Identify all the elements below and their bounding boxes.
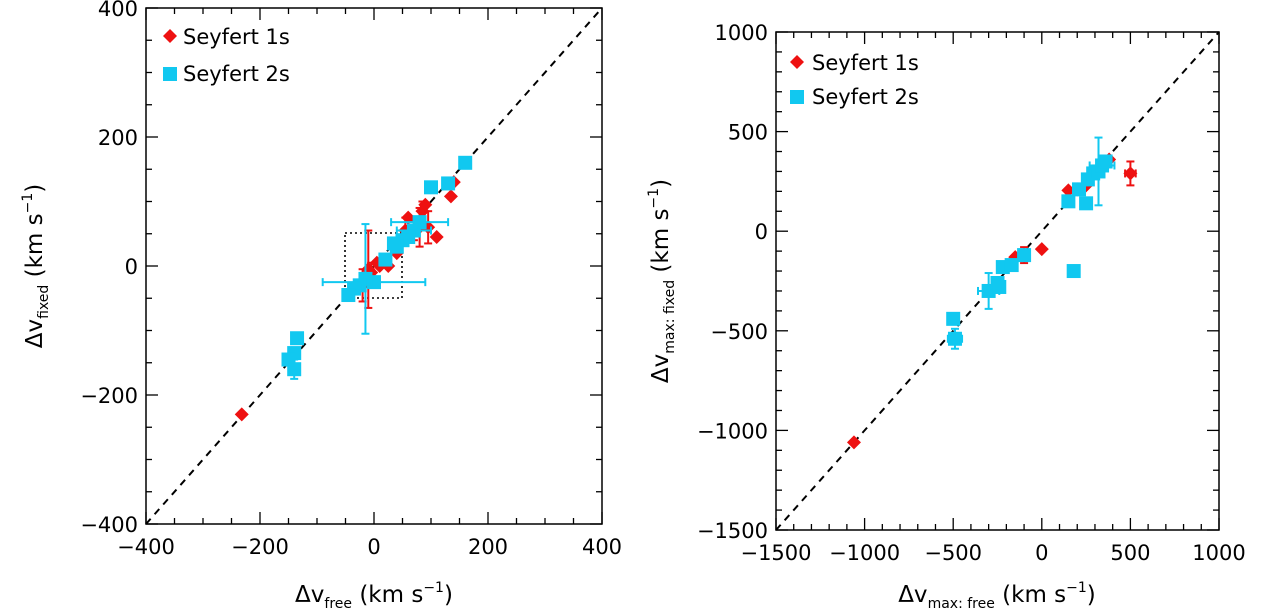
seyfert-2s-point <box>1004 258 1019 273</box>
legend-marker-seyfert2 <box>790 90 804 104</box>
seyfert-2s-point <box>424 180 438 195</box>
x-tick-label: −200 <box>231 535 289 559</box>
left-scatter-panel: −400 −200 0 200 400 −400 −200 0 200 400 Seyfert 1… <box>20 0 622 612</box>
y-tick-label: −1500 <box>697 519 768 543</box>
left-y-axis-label: Δvfixed (km s−1) <box>20 184 52 348</box>
seyfert-1s-point <box>1061 183 1076 198</box>
x-tick-label: 0 <box>367 535 380 559</box>
right-x-axis-label: Δvmax: free (km s−1) <box>898 580 1096 612</box>
left-ticks <box>145 7 603 525</box>
seyfert-2s-point <box>386 236 401 251</box>
x-tick-label: 500 <box>1110 541 1150 565</box>
legend-label-seyfert1: Seyfert 1s <box>183 25 290 49</box>
seyfert-2s-point <box>1061 194 1076 209</box>
y-tick-label: 200 <box>98 126 138 150</box>
seyfert-2s-point <box>1079 196 1094 211</box>
seyfert-2s-point <box>1017 248 1032 263</box>
y-tick-label: 500 <box>728 121 768 145</box>
x-tick-label: −1500 <box>740 541 811 565</box>
legend-marker-seyfert1 <box>163 29 177 43</box>
y-tick-label: 400 <box>98 0 138 21</box>
x-tick-label: −400 <box>117 535 175 559</box>
seyfert-2s-point <box>992 279 1007 294</box>
seyfert-2s-point <box>281 352 296 367</box>
legend-marker-seyfert2 <box>163 67 177 81</box>
right-tick-labels: −1500 −1000 −500 0 500 1000 −1500 −1000 −500 0 500… <box>697 21 1246 565</box>
seyfert-2s-point <box>441 176 456 191</box>
seyfert-1s-point <box>418 197 433 212</box>
left-zoom-box <box>344 232 403 299</box>
seyfert-1s-point <box>443 189 458 204</box>
left-legend: Seyfert 1s Seyfert 2s <box>163 25 290 86</box>
right-plot-frame <box>775 31 1220 531</box>
legend-label-seyfert1: Seyfert 1s <box>812 51 919 75</box>
x-tick-label: 400 <box>582 535 622 559</box>
seyfert-1s-point <box>1034 242 1049 257</box>
seyfert-2s-point <box>290 331 305 346</box>
x-tick-label: −1000 <box>829 541 900 565</box>
seyfert-2s-point <box>341 288 356 303</box>
left-data-marks <box>234 155 473 422</box>
x-tick-label: 1000 <box>1192 541 1245 565</box>
seyfert-2s-point <box>1066 264 1081 279</box>
seyfert-2s-point <box>946 311 961 326</box>
right-legend: Seyfert 1s Seyfert 2s <box>790 51 919 109</box>
seyfert-1s-point <box>429 229 444 244</box>
right-data-marks <box>846 136 1138 450</box>
y-tick-label: −1000 <box>697 419 768 443</box>
right-ticks <box>775 31 1220 531</box>
y-tick-label: −200 <box>80 384 138 408</box>
y-tick-label: −500 <box>710 320 768 344</box>
seyfert-1s-point <box>846 435 861 450</box>
right-scatter-panel: −1500 −1000 −500 0 500 1000 −1500 −1000 −500 0 500… <box>646 21 1246 612</box>
legend-label-seyfert2: Seyfert 2s <box>812 85 919 109</box>
right-y-axis-label: Δvmax: fixed (km s−1) <box>646 179 678 383</box>
seyfert-1s-point <box>1123 166 1138 181</box>
legend-label-seyfert2: Seyfert 2s <box>183 62 290 86</box>
seyfert-2s-point <box>458 155 473 170</box>
x-tick-label: 0 <box>1035 541 1048 565</box>
left-x-axis-label: Δvfree (km s−1) <box>295 580 453 612</box>
legend-marker-seyfert1 <box>790 55 804 69</box>
seyfert-1s-point <box>234 407 249 422</box>
y-tick-label: 0 <box>125 255 138 279</box>
y-tick-label: −400 <box>80 513 138 537</box>
seyfert-2s-point <box>1098 154 1113 169</box>
seyfert-2s-point <box>378 252 393 267</box>
seyfert-2s-point <box>947 331 962 346</box>
x-tick-label: 200 <box>468 535 508 559</box>
y-tick-label: 0 <box>755 220 768 244</box>
y-tick-label: 1000 <box>715 21 768 45</box>
x-tick-label: −500 <box>924 541 982 565</box>
left-tick-labels: −400 −200 0 200 400 −400 −200 0 200 400 <box>80 0 622 559</box>
